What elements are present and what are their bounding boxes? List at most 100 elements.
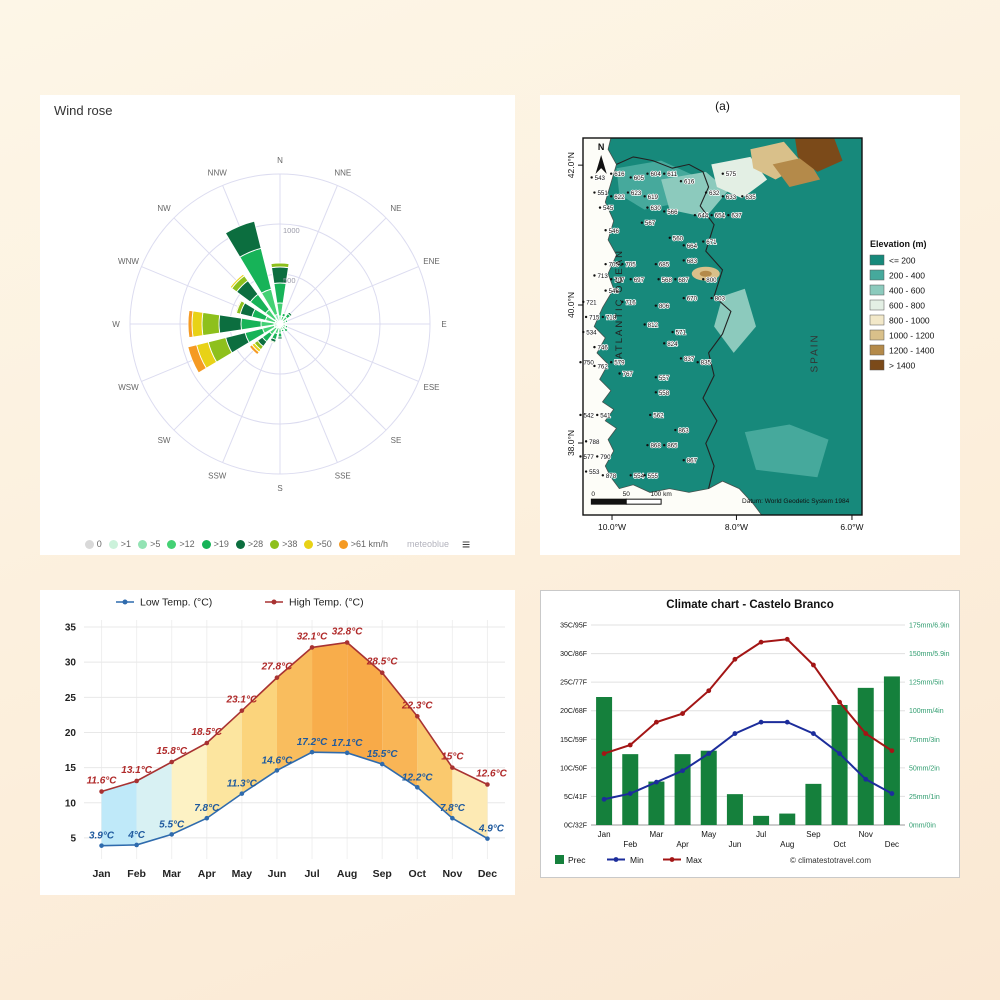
wind-legend-swatch [270,539,280,549]
wind-grid-spoke [279,323,387,431]
wind-legend-item: >5 [138,539,160,549]
wind-legend-label: >61 km/h [350,539,389,549]
month-label: Dec [478,868,497,880]
min-temp-point [784,719,790,725]
wind-petal-segment-ENE [284,319,289,324]
temperature-point [485,782,490,787]
wind-petal-segment-SW [248,344,260,356]
station-label: 683 [687,258,698,265]
station-dot [593,274,596,277]
month-label: Feb [127,868,146,880]
station-label: 868 [650,443,661,450]
max-temp-point [732,656,738,662]
month-label: Aug [780,840,794,849]
station-dot [654,262,658,266]
temperature-point [344,750,350,756]
station-dot [646,172,649,175]
temperature-value-label: 4.9°C [478,824,505,835]
station-dot [663,210,666,213]
month-label: Jan [598,830,611,839]
station-label: 837 [684,356,695,363]
temperature-value-label: 11.6°C [87,776,118,787]
elevation-legend-label: 1200 - 1400 [889,346,935,356]
station-dot [609,172,613,175]
station-label: 697 [634,277,645,284]
temperature-band [101,780,137,846]
station-dot [657,278,660,281]
wind-legend-item: >61 km/h [338,539,389,549]
station-label: 670 [687,296,698,303]
station-dot [682,296,685,300]
station-label: 555 [648,473,659,480]
wind-legend-label: >19 [213,539,229,549]
station-dot [629,278,632,281]
max-temp-point [863,731,869,736]
climate-combo-chart: 0C/32F 0mm/0in 5C/41F 25mm/1in 10C/50F 50mm/2… [555,623,950,865]
station-dot [649,413,652,417]
elevation-legend-label: 600 - 800 [889,301,925,311]
station-dot [727,213,730,217]
temperature-band [206,710,242,819]
station-dot [604,229,607,232]
station-label: 800 [706,277,717,284]
temperature-band [276,647,313,771]
legend-marker [271,599,277,605]
y-tick-label: 30 [65,658,77,669]
wind-direction-label: NW [157,204,171,213]
temperature-point [99,789,104,794]
station-dot [646,206,649,209]
wind-rose-panel: Wind rose 500 1000 N NNE NE ENE E ESE SE SSE S SSW S… [40,95,515,555]
wind-legend-label: >1 [120,539,132,549]
max-temp-point [601,751,607,756]
station-label: 560 [673,235,684,242]
climate-chart-title: Climate chart - Castelo Branco [666,599,834,611]
station-label: 654 [715,213,726,220]
temperature-value-label: 7.8°C [440,803,466,814]
month-label: Nov [442,868,462,880]
wind-legend-label: >12 [179,539,195,549]
wind-petal-segment-NNW [224,220,262,258]
scale-bar [590,498,627,505]
wind-ring-label: 1000 [283,226,300,235]
station-label: 705 [625,262,636,269]
elevation-legend-swatch [869,269,885,281]
menu-icon[interactable]: ≡ [462,535,471,552]
station-dot [721,195,724,198]
temperature-value-label: 17.2°C [297,737,328,748]
station-label: 630 [650,205,661,212]
station-dot [593,364,596,368]
wind-petal-segment-S [277,332,283,338]
station-dot [646,443,649,447]
max-temp-point [627,742,633,748]
elevation-legend-title: Elevation (m) [870,239,927,249]
month-label: Dec [885,840,899,849]
wind-petal-segment-WSW [187,344,207,374]
elevation-legend-label: 800 - 1000 [889,316,930,326]
legend-label: Max [686,855,703,865]
wind-rose-chart: 500 1000 N NNE NE ENE E ESE SE SSE S SSW SW WSW W WNW NW… [112,156,446,493]
temperature-point [204,815,210,821]
station-label: 664 [687,243,698,250]
month-label: Sep [373,868,392,880]
left-axis-label: 20C/68F [560,708,587,715]
station-label: 541 [600,412,611,419]
min-temp-point [758,719,764,725]
wind-direction-label: ESE [424,383,440,392]
wind-legend-label: >28 [247,539,264,549]
wind-grid-ring [129,173,431,475]
temperature-point [134,842,139,848]
wind-petal-segment-ESE [284,324,289,329]
temperature-value-label: 15.5°C [367,749,398,760]
wind-petal-segment-WNW [234,299,243,314]
station-dot [626,191,630,194]
temperature-value-label: 22.3°C [401,700,433,711]
min-temp-point [601,796,607,802]
temperature-band [312,642,348,753]
elevation-patch [744,424,829,478]
wind-direction-label: WNW [118,257,139,266]
wind-legend-label: 0 [96,539,102,549]
precip-bar [622,754,639,825]
wind-legend-swatch [235,539,245,549]
elevation-legend-swatch [869,284,885,296]
station-label: 721 [586,299,597,306]
